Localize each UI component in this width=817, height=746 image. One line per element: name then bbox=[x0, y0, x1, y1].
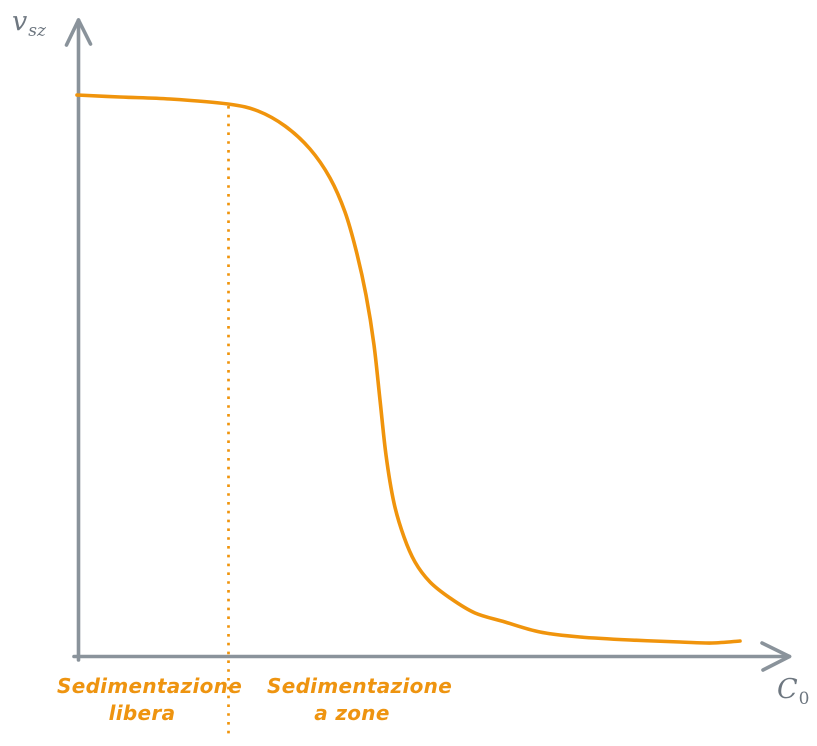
settling-velocity-curve bbox=[75, 93, 742, 645]
region-label-zone-line1: Sedimentazione bbox=[267, 674, 453, 698]
region-label-zone-sedimentation: Sedimentazione a zone bbox=[267, 673, 453, 727]
y-axis-arrowhead bbox=[64, 18, 81, 47]
x-axis-label-main: C bbox=[777, 674, 798, 705]
y-axis-label-main: v bbox=[12, 6, 28, 37]
x-axis-label-subscript: 0 bbox=[798, 689, 810, 709]
region-label-free-line1: Sedimentazione bbox=[57, 674, 243, 698]
region-label-zone-line2: a zone bbox=[314, 701, 390, 725]
x-axis-arrowhead bbox=[760, 641, 792, 659]
y-axis-arrowhead bbox=[76, 18, 93, 46]
region-label-free-sedimentation: Sedimentazione libera bbox=[57, 673, 243, 727]
y-axis-label: vsz bbox=[12, 8, 46, 40]
x-axis-arrowhead bbox=[761, 654, 792, 672]
region-label-free-line2: libera bbox=[108, 701, 176, 725]
y-axis-label-subscript: sz bbox=[28, 21, 46, 41]
x-axis-label: C0 bbox=[777, 676, 810, 708]
